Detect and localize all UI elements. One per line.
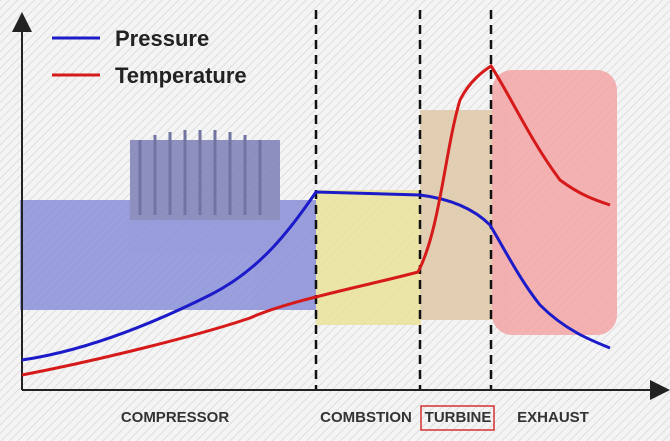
section-label: EXHAUST bbox=[517, 409, 589, 426]
section-label: COMPRESSOR bbox=[121, 409, 230, 426]
legend-label: Pressure bbox=[115, 26, 209, 51]
exhaust-body bbox=[492, 70, 617, 335]
compressor-blades bbox=[130, 140, 280, 220]
legend-label: Temperature bbox=[115, 63, 247, 88]
turbine-body bbox=[420, 110, 495, 320]
section-label: COMBSTION bbox=[320, 409, 412, 426]
section-label: TURBINE bbox=[425, 409, 492, 426]
diagram: Pressure Temperature COMPRESSOR COMBSTIO… bbox=[0, 0, 670, 441]
combustion-body bbox=[316, 190, 421, 325]
